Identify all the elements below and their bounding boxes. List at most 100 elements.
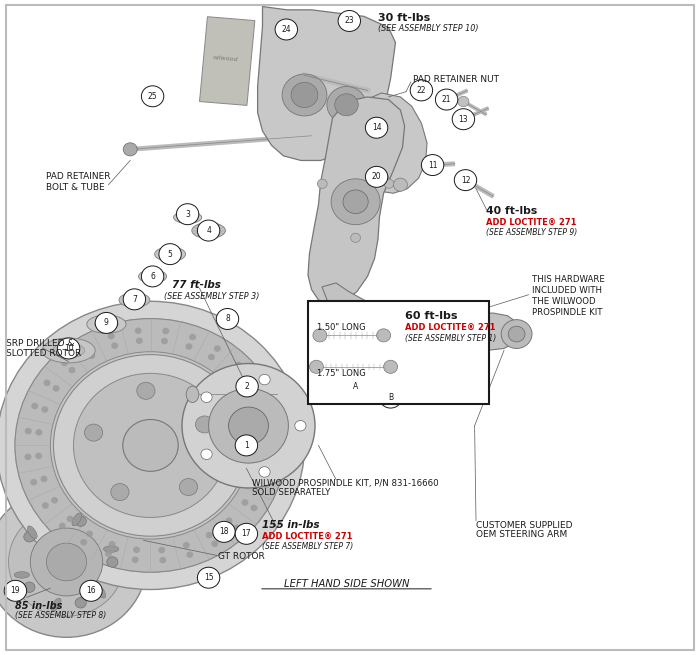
- Circle shape: [161, 338, 168, 345]
- Circle shape: [179, 479, 197, 496]
- Text: 40 ft-lbs: 40 ft-lbs: [486, 206, 538, 216]
- Text: 25: 25: [148, 92, 158, 101]
- Circle shape: [252, 382, 259, 388]
- Text: SOLD SEPARATELY: SOLD SEPARATELY: [252, 488, 330, 497]
- Polygon shape: [322, 283, 519, 350]
- Text: 18: 18: [219, 527, 229, 536]
- Circle shape: [384, 179, 394, 189]
- Text: ADD LOCTITE® 271: ADD LOCTITE® 271: [486, 217, 577, 227]
- Text: 11: 11: [428, 160, 438, 170]
- Text: 19: 19: [10, 586, 20, 595]
- Text: 30 ft-lbs: 30 ft-lbs: [378, 13, 430, 24]
- Circle shape: [61, 360, 68, 366]
- Circle shape: [338, 10, 360, 31]
- Circle shape: [123, 143, 137, 156]
- Ellipse shape: [104, 546, 119, 552]
- Circle shape: [235, 523, 258, 544]
- Circle shape: [213, 521, 235, 542]
- Circle shape: [253, 409, 260, 415]
- Circle shape: [176, 204, 199, 225]
- Circle shape: [50, 352, 251, 539]
- Circle shape: [160, 557, 167, 563]
- Text: 60 ft-lbs: 60 ft-lbs: [405, 310, 457, 321]
- Ellipse shape: [155, 247, 186, 261]
- Circle shape: [66, 515, 74, 522]
- Circle shape: [159, 244, 181, 265]
- Circle shape: [275, 19, 298, 40]
- Text: ADD LOCTITE® 271: ADD LOCTITE® 271: [262, 532, 353, 541]
- Circle shape: [241, 499, 248, 506]
- Circle shape: [501, 320, 532, 348]
- Circle shape: [0, 301, 304, 590]
- Text: 1.75" LONG: 1.75" LONG: [317, 369, 366, 378]
- Text: A: A: [353, 382, 358, 391]
- Text: 7: 7: [132, 295, 137, 304]
- Circle shape: [4, 580, 27, 601]
- Ellipse shape: [94, 319, 118, 329]
- Circle shape: [53, 354, 248, 536]
- Text: 1.50" LONG: 1.50" LONG: [317, 323, 365, 332]
- Ellipse shape: [72, 513, 82, 526]
- Circle shape: [186, 552, 193, 558]
- Circle shape: [208, 354, 215, 360]
- Circle shape: [206, 532, 213, 538]
- Circle shape: [282, 74, 327, 116]
- Circle shape: [107, 557, 118, 567]
- Circle shape: [379, 387, 402, 408]
- Circle shape: [201, 449, 212, 460]
- Text: LEFT HAND SIDE SHOWN: LEFT HAND SIDE SHOWN: [284, 579, 409, 590]
- Text: WILWOOD PROSPINDLE KIT, P/N 831-16660: WILWOOD PROSPINDLE KIT, P/N 831-16660: [252, 479, 439, 488]
- Text: 12: 12: [461, 176, 470, 185]
- Circle shape: [291, 83, 318, 107]
- Circle shape: [365, 117, 388, 138]
- Text: 8: 8: [225, 314, 230, 324]
- Text: 155 in-lbs: 155 in-lbs: [262, 520, 320, 531]
- Circle shape: [216, 309, 239, 329]
- Circle shape: [42, 502, 49, 509]
- Circle shape: [24, 582, 35, 593]
- Circle shape: [108, 541, 116, 548]
- Circle shape: [43, 380, 50, 386]
- Ellipse shape: [27, 526, 37, 539]
- Circle shape: [258, 455, 265, 462]
- Circle shape: [59, 523, 66, 529]
- Circle shape: [427, 160, 438, 170]
- Circle shape: [123, 289, 146, 310]
- Circle shape: [295, 421, 306, 431]
- Ellipse shape: [174, 212, 202, 223]
- Circle shape: [24, 531, 35, 542]
- Circle shape: [75, 516, 86, 527]
- Circle shape: [122, 419, 178, 472]
- Circle shape: [335, 94, 358, 116]
- Circle shape: [141, 86, 164, 107]
- Polygon shape: [258, 7, 396, 160]
- Ellipse shape: [179, 214, 196, 221]
- Circle shape: [233, 525, 240, 531]
- Circle shape: [108, 333, 115, 339]
- Circle shape: [141, 266, 164, 287]
- Circle shape: [235, 435, 258, 456]
- Text: (SEE ASSEMBLY STEP 3): (SEE ASSEMBLY STEP 3): [164, 291, 260, 301]
- Text: PAD RETAINER
BOLT & TUBE: PAD RETAINER BOLT & TUBE: [46, 172, 110, 192]
- Ellipse shape: [186, 386, 199, 402]
- Text: 2: 2: [245, 382, 249, 391]
- Circle shape: [30, 528, 103, 596]
- Text: SLOTTED ROTOR: SLOTTED ROTOR: [6, 349, 80, 358]
- Ellipse shape: [119, 293, 150, 307]
- Circle shape: [313, 329, 327, 342]
- Ellipse shape: [161, 250, 179, 259]
- Circle shape: [186, 343, 192, 350]
- Circle shape: [183, 542, 190, 548]
- Circle shape: [435, 89, 458, 110]
- Circle shape: [365, 166, 388, 187]
- Bar: [199, 16, 255, 105]
- Circle shape: [25, 454, 32, 460]
- Text: (SEE ASSEMBLY STEP 7): (SEE ASSEMBLY STEP 7): [262, 542, 354, 552]
- Circle shape: [264, 405, 271, 412]
- Text: 77 ft-lbs: 77 ft-lbs: [172, 280, 220, 290]
- Circle shape: [243, 387, 250, 394]
- Circle shape: [351, 233, 360, 242]
- Circle shape: [85, 424, 103, 441]
- Ellipse shape: [96, 585, 106, 598]
- Text: 15: 15: [204, 573, 214, 582]
